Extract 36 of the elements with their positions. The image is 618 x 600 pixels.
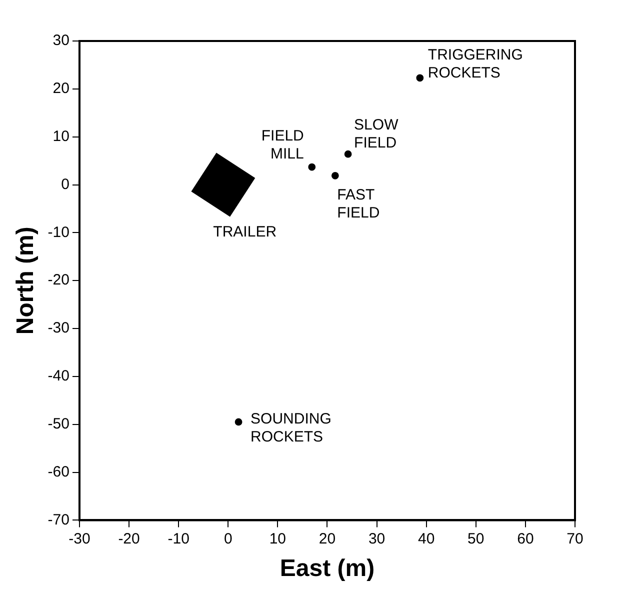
annotation: SOUNDING ROCKETS [250, 410, 332, 446]
annotation: TRAILER [213, 223, 277, 240]
x-tick-label: 30 [368, 530, 386, 548]
annotation: TRIGGERING ROCKETS [428, 46, 523, 82]
point [234, 418, 242, 426]
x-tick-label: 20 [318, 530, 336, 548]
y-tick-label: -60 [48, 463, 70, 480]
y-tick-label: -50 [48, 416, 70, 432]
point [191, 152, 255, 217]
x-tick-label: 40 [418, 530, 435, 548]
annotation: FIELD MILL [261, 128, 304, 163]
y-axis-title: North (m) [12, 226, 40, 335]
point [344, 150, 352, 158]
annotation: SLOW FIELD [354, 116, 400, 152]
y-tick-label: -40 [48, 368, 70, 385]
x-tick-label: -30 [68, 530, 90, 548]
x-tick-label: 10 [269, 530, 286, 548]
y-tick-label: -30 [48, 320, 70, 337]
y-tick-label: 20 [52, 80, 70, 98]
y-tick-label: -20 [48, 272, 70, 289]
annotation: FAST FIELD [337, 186, 380, 222]
point [331, 172, 339, 180]
y-tick-label: 0 [61, 176, 70, 193]
x-axis-title: East (m) [280, 555, 375, 582]
x-tick-label: 0 [224, 530, 232, 548]
y-tick-label: -70 [48, 511, 70, 528]
y-tick-label: 10 [52, 128, 70, 145]
y-tick-label: 30 [52, 32, 70, 50]
x-tick-label: -10 [168, 530, 190, 548]
point [308, 163, 316, 171]
point [416, 74, 424, 82]
x-tick-label: -20 [118, 530, 140, 548]
x-tick-label: 50 [468, 530, 484, 548]
x-tick-label: 60 [517, 530, 534, 548]
x-tick-label: 70 [566, 530, 584, 548]
y-tick-label: -10 [48, 224, 70, 241]
